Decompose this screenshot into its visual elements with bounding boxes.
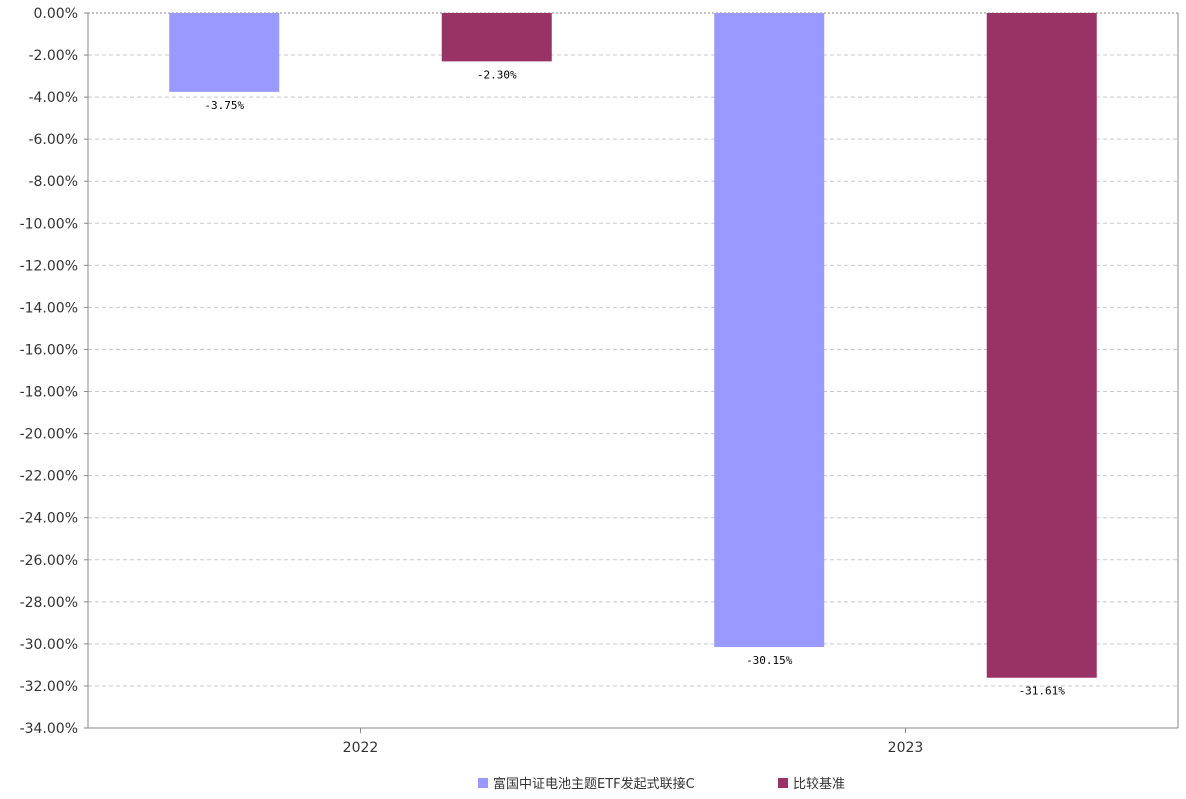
y-tick-label: -22.00%	[20, 469, 78, 485]
y-tick-label: -20.00%	[20, 427, 78, 443]
bar	[986, 13, 1097, 678]
y-tick-label: -8.00%	[28, 174, 78, 190]
bar	[441, 13, 552, 62]
data-label: -30.15%	[746, 654, 793, 667]
y-tick-label: -16.00%	[20, 342, 78, 358]
data-label: -2.30%	[477, 68, 517, 81]
y-tick-label: -34.00%	[20, 721, 78, 737]
y-tick-label: -26.00%	[20, 553, 78, 569]
bar	[714, 13, 825, 648]
y-tick-label: -10.00%	[20, 216, 78, 232]
y-tick-label: 0.00%	[34, 6, 78, 22]
y-tick-label: -14.00%	[20, 300, 78, 316]
x-tick-label: 2022	[343, 740, 379, 756]
y-tick-label: -32.00%	[20, 679, 78, 695]
legend-label: 富国中证电池主题ETF发起式联接C	[493, 776, 695, 792]
legend-swatch	[478, 778, 488, 788]
data-label: -31.61%	[1019, 685, 1066, 698]
y-tick-label: -30.00%	[20, 637, 78, 653]
y-tick-label: -6.00%	[28, 132, 78, 148]
legend-label: 比较基准	[793, 777, 845, 792]
y-tick-label: -28.00%	[20, 595, 78, 611]
bar	[169, 13, 280, 92]
legend-swatch	[778, 778, 788, 788]
x-tick-label: 2023	[888, 740, 924, 756]
y-tick-label: -2.00%	[28, 48, 78, 64]
y-tick-label: -4.00%	[28, 90, 78, 106]
data-label: -3.75%	[204, 99, 244, 112]
y-tick-label: -12.00%	[20, 258, 78, 274]
y-tick-label: -18.00%	[20, 385, 78, 401]
y-tick-label: -24.00%	[20, 511, 78, 527]
